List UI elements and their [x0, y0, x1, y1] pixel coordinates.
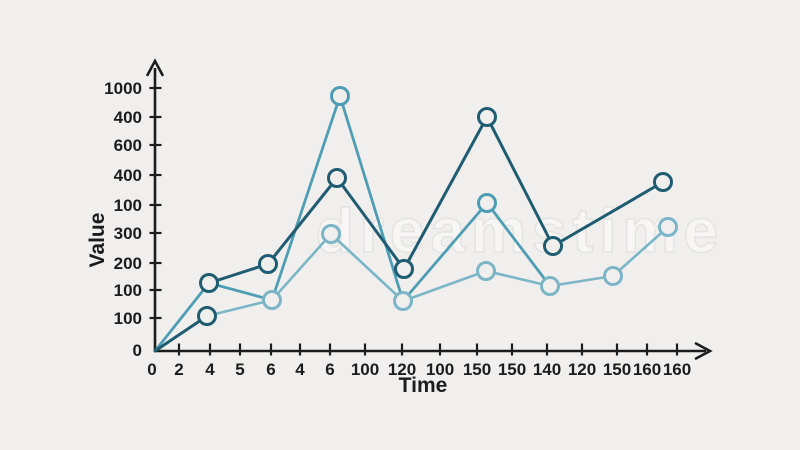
- data-point-marker-dark-teal: [197, 306, 217, 326]
- data-point-marker-dark-teal: [653, 172, 673, 192]
- x-axis-arrow-icon: [694, 342, 713, 360]
- x-axis-title: Time: [399, 374, 448, 397]
- data-point-marker-light-blue: [603, 266, 623, 286]
- watermark-text: dreamstime: [316, 197, 724, 266]
- x-tick-label: 140: [533, 360, 561, 379]
- y-tick-label: 200: [114, 254, 142, 273]
- y-tick-label: 0: [133, 341, 142, 360]
- data-point-marker-dark-teal: [199, 273, 219, 293]
- y-axis-title: Value: [86, 213, 109, 268]
- x-tick-label: 150: [498, 360, 526, 379]
- y-tick-label: 100: [114, 281, 142, 300]
- x-tick-label: 160: [663, 360, 691, 379]
- x-tick-label: 2: [174, 360, 183, 379]
- data-point-marker-medium-blue: [330, 86, 350, 106]
- data-point-marker-light-blue: [476, 261, 496, 281]
- y-tick-label: 1000: [104, 79, 142, 98]
- x-tick-label: 120: [568, 360, 596, 379]
- data-point-marker-light-blue: [262, 290, 282, 310]
- x-tick-label: 4: [205, 360, 215, 379]
- y-tick-label: 400: [114, 166, 142, 185]
- data-point-marker-dark-teal: [543, 236, 563, 256]
- data-point-marker-dark-teal: [477, 107, 497, 127]
- series-line-dark-teal: [153, 314, 209, 353]
- y-axis-arrow-icon: [146, 58, 164, 77]
- x-tick-label: 6: [325, 360, 334, 379]
- data-point-marker-medium-blue: [477, 193, 497, 213]
- data-point-marker-dark-teal: [258, 254, 278, 274]
- data-point-marker-light-blue: [540, 276, 560, 296]
- y-tick-label: 100: [114, 309, 142, 328]
- data-point-marker-light-blue: [393, 291, 413, 311]
- x-tick-label: 150: [603, 360, 631, 379]
- data-point-marker-light-blue: [321, 224, 341, 244]
- y-tick-label: 100: [114, 196, 142, 215]
- x-tick-label: 100: [426, 360, 454, 379]
- x-tick-label: 120: [388, 360, 416, 379]
- data-point-marker-dark-teal: [327, 168, 347, 188]
- series-line-light-blue: [205, 225, 670, 318]
- y-tick-label: 300: [114, 224, 142, 243]
- x-tick-label: 6: [266, 360, 275, 379]
- x-tick-label: 100: [351, 360, 379, 379]
- x-tick-label: 4: [295, 360, 305, 379]
- x-tick-label: 160: [633, 360, 661, 379]
- data-point-marker-light-blue: [658, 217, 678, 237]
- y-tick-label: 600: [114, 136, 142, 155]
- x-tick-label: 150: [463, 360, 491, 379]
- x-tick-label: 5: [235, 360, 244, 379]
- data-point-marker-dark-teal: [394, 259, 414, 279]
- y-tick-label: 400: [114, 108, 142, 127]
- x-tick-label: 0: [147, 360, 156, 379]
